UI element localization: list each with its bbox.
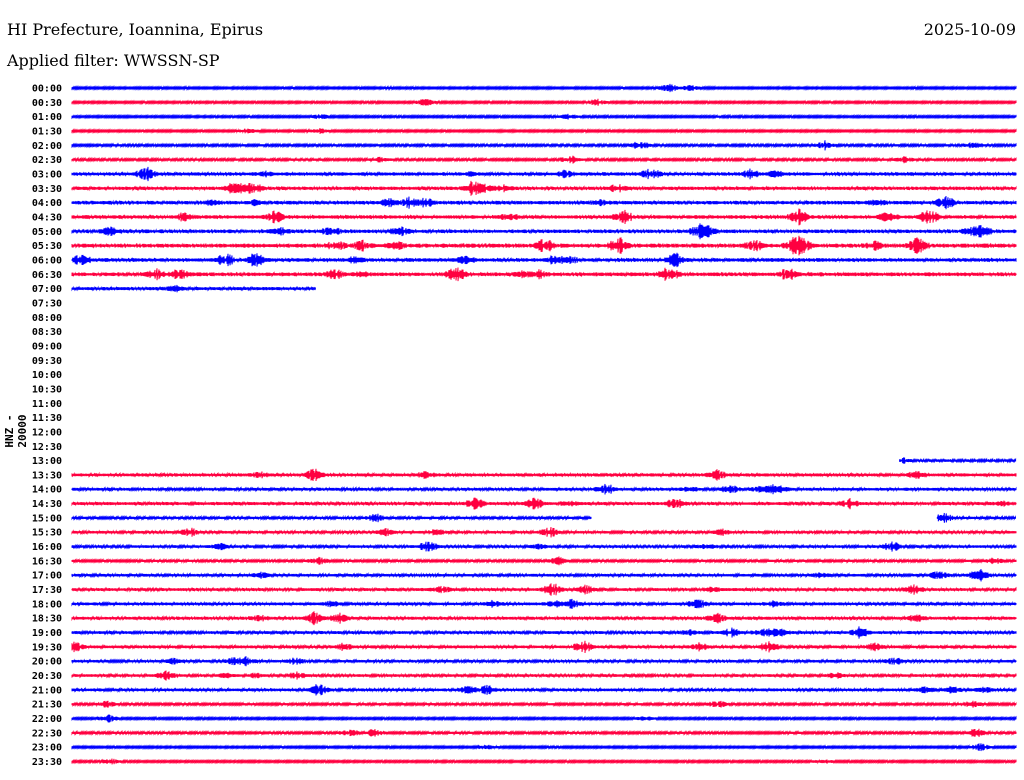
row-time-label: 19:30 — [32, 642, 62, 653]
row-time-label: 22:00 — [32, 714, 62, 725]
row-time-label: 03:00 — [32, 169, 62, 180]
row-time-label: 06:00 — [32, 255, 62, 266]
trace-row — [71, 527, 1017, 538]
row-time-label: 17:00 — [32, 571, 62, 582]
trace-row — [71, 626, 1017, 639]
trace-row — [71, 468, 1017, 482]
row-time-label: 04:00 — [32, 198, 62, 209]
row-time-label: 09:00 — [32, 341, 62, 352]
row-time-label: 21:00 — [32, 685, 62, 696]
row-time-label: 19:00 — [32, 628, 62, 639]
trace-row — [71, 569, 1017, 582]
row-time-label: 07:30 — [32, 298, 62, 309]
row-time-label: 20:30 — [32, 671, 62, 682]
trace-row — [71, 714, 1017, 723]
row-time-label: 17:30 — [32, 585, 62, 596]
row-time-label: 05:00 — [32, 227, 62, 238]
row-time-label: 21:30 — [32, 700, 62, 711]
trace-row — [71, 166, 1017, 182]
row-time-label: 04:30 — [32, 212, 62, 223]
row-time-label: 08:00 — [32, 313, 62, 324]
trace-row — [71, 235, 1017, 256]
row-time-label: 16:00 — [32, 542, 62, 553]
trace-row — [71, 127, 1017, 134]
row-time-label: 23:30 — [32, 757, 62, 768]
row-time-label: 06:30 — [32, 270, 62, 281]
filter-label: Applied filter: WWSSN-SP — [7, 51, 220, 70]
row-time-label: 11:30 — [32, 413, 62, 424]
row-time-label: 03:30 — [32, 184, 62, 195]
row-time-label: 00:30 — [32, 98, 62, 109]
station-title: HI Prefecture, Ioannina, Epirus — [7, 20, 264, 39]
trace-row — [71, 208, 1017, 226]
row-time-label: 22:30 — [32, 728, 62, 739]
row-time-label: 20:00 — [32, 657, 62, 668]
row-time-label: 14:30 — [32, 499, 62, 510]
trace-row — [71, 541, 1017, 552]
row-time-label: 13:00 — [32, 456, 62, 467]
row-time-label: 11:00 — [32, 399, 62, 410]
row-time-label: 18:30 — [32, 614, 62, 625]
row-time-label: 14:00 — [32, 485, 62, 496]
date-label: 2025-10-09 — [923, 20, 1016, 39]
trace-row — [71, 670, 1017, 681]
row-time-label: 15:00 — [32, 513, 62, 524]
row-time-label: 13:30 — [32, 470, 62, 481]
trace-row — [71, 267, 1017, 282]
row-time-label: 10:00 — [32, 370, 62, 381]
row-time-label: 07:00 — [32, 284, 62, 295]
row-time-label: 02:30 — [32, 155, 62, 166]
trace-row — [71, 598, 1017, 609]
row-time-label: 02:00 — [32, 141, 62, 152]
trace-row — [71, 252, 1017, 268]
row-time-label: 23:00 — [32, 743, 62, 754]
row-time-label: 01:30 — [32, 126, 62, 137]
row-time-label: 10:30 — [32, 384, 62, 395]
row-time-label: 16:30 — [32, 556, 62, 567]
row-time-label: 08:30 — [32, 327, 62, 338]
trace-row — [71, 497, 1017, 510]
row-time-label: 12:30 — [32, 442, 62, 453]
row-time-label: 12:00 — [32, 427, 62, 438]
row-time-label: 09:30 — [32, 356, 62, 367]
row-time-label: 05:30 — [32, 241, 62, 252]
row-time-label: 00:00 — [32, 84, 62, 95]
row-time-label: 01:00 — [32, 112, 62, 123]
row-time-label: 18:00 — [32, 599, 62, 610]
trace-row — [71, 180, 1017, 196]
row-time-label: 15:30 — [32, 528, 62, 539]
